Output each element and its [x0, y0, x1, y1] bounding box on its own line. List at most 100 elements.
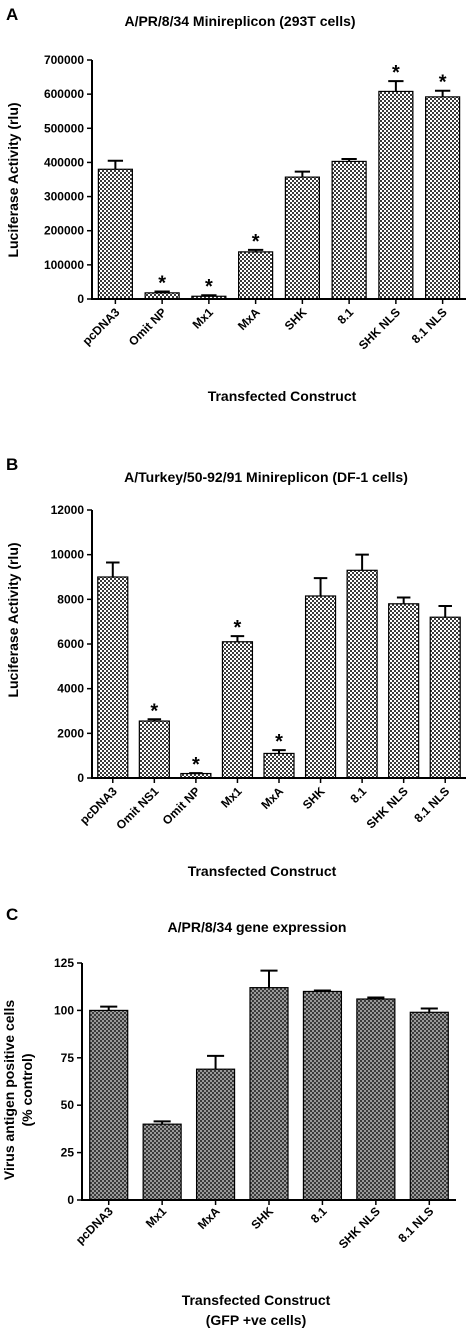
axes-a — [91, 60, 466, 300]
bar-b-5 — [304, 595, 337, 779]
plot-area-a: 0 100000 200000 300000 400000 500000 600000 700… — [44, 53, 466, 352]
bar-c-3 — [249, 987, 289, 1201]
error-bar-b-4 — [272, 749, 286, 754]
x-tick-label-a-5: 8.1 — [335, 305, 357, 327]
y-tick-label-c-1: 25 — [61, 1146, 75, 1160]
bar-a-3 — [238, 251, 274, 300]
y-tick-label-c-0: 0 — [67, 1193, 74, 1207]
bar-a-7 — [425, 96, 461, 300]
bar-b-3 — [221, 641, 254, 779]
x-tick-label-c-5: SHK NLS — [336, 1204, 383, 1251]
error-bar-b-8 — [438, 605, 452, 618]
bar-b-6 — [346, 569, 378, 779]
x-tick-label-c-3: SHK — [248, 1204, 276, 1232]
y-tick-label-c-2: 50 — [61, 1098, 75, 1112]
error-bar-b-7 — [396, 596, 411, 604]
significance-star-b-3: * — [234, 617, 242, 639]
error-bar-c-2 — [207, 1054, 225, 1070]
error-bar-c-4 — [313, 989, 331, 992]
x-tick-label-b-7: SHK NLS — [364, 784, 411, 831]
x-axis-label-c-line2: (GFP +ve cells) — [206, 1312, 307, 1328]
bar-a-5 — [331, 160, 367, 300]
x-tick-label-b-1: Omit NS1 — [113, 784, 161, 832]
error-bar-a-4 — [294, 170, 311, 178]
x-tick-label-b-6: 8.1 — [348, 784, 370, 806]
significance-star-a-7: * — [439, 72, 447, 94]
panel-letter-c: C — [6, 905, 18, 924]
y-tick-label-a-7: 700000 — [44, 53, 84, 67]
bar-b-0 — [97, 576, 129, 779]
x-axis-label-a: Transfected Construct — [208, 388, 357, 404]
bar-c-4 — [302, 990, 343, 1201]
significance-star-b-1: * — [150, 700, 158, 722]
y-tick-label-a-6: 600000 — [44, 87, 84, 101]
chart-title-a: A/PR/8/34 Minireplicon (293T cells) — [124, 13, 355, 29]
significance-star-a-6: * — [392, 62, 400, 84]
chart-title-c: A/PR/8/34 gene expression — [168, 919, 347, 935]
y-tick-label-a-0: 0 — [77, 292, 84, 306]
error-bar-a-6 — [388, 80, 404, 92]
significance-star-a-3: * — [252, 231, 260, 253]
y-tick-label-a-3: 300000 — [44, 190, 84, 204]
panel-c: C A/PR/8/34 gene expression Virus antige… — [1, 905, 456, 1328]
error-bar-b-3 — [230, 635, 245, 642]
y-tick-label-b-1: 2000 — [57, 726, 84, 740]
panel-letter-a: A — [6, 5, 18, 24]
bar-c-6 — [409, 1011, 449, 1201]
bar-c-0 — [89, 1009, 129, 1201]
y-tick-label-b-0: 0 — [77, 771, 84, 785]
x-tick-label-b-8: 8.1 NLS — [411, 784, 452, 825]
x-tick-label-b-4: MxA — [258, 784, 286, 812]
x-tick-label-b-0: pcDNA3 — [77, 784, 120, 827]
bar-b-8 — [429, 616, 461, 779]
bar-b-1 — [138, 720, 170, 779]
bar-a-6 — [378, 90, 414, 300]
x-tick-label-a-6: SHK NLS — [356, 305, 403, 352]
y-tick-label-a-4: 400000 — [44, 155, 84, 169]
x-axis-label-b: Transfected Construct — [188, 863, 337, 879]
error-bar-c-0 — [100, 1005, 118, 1011]
bar-b-4 — [263, 752, 295, 779]
error-bar-c-1 — [153, 1120, 171, 1125]
error-bar-c-3 — [260, 969, 278, 988]
bar-c-2 — [195, 1068, 236, 1201]
y-axis-label-c-line1: Virus antigen positive cells — [1, 1000, 17, 1180]
error-bar-a-5 — [341, 158, 357, 162]
y-tick-label-c-4: 100 — [54, 1003, 74, 1017]
x-tick-label-c-0: pcDNA3 — [73, 1204, 116, 1247]
significance-star-a-1: * — [158, 272, 166, 294]
panel-letter-b: B — [6, 455, 18, 474]
y-tick-label-b-3: 6000 — [57, 637, 84, 651]
plot-area-c: 0 25 50 75 100 125 pcDNA3 Mx1 MxA SHK 8.1 SHK NLS 8.… — [54, 956, 456, 1251]
y-tick-label-b-5: 10000 — [51, 548, 85, 562]
x-tick-label-c-4: 8.1 — [308, 1204, 330, 1226]
y-tick-label-a-5: 500000 — [44, 121, 84, 135]
y-tick-label-b-6: 12000 — [51, 503, 85, 517]
bar-a-0 — [97, 168, 133, 300]
x-tick-label-b-3: Mx1 — [218, 784, 245, 811]
axes-b — [91, 510, 466, 779]
y-tick-label-c-5: 125 — [54, 956, 74, 970]
error-bar-b-5 — [313, 577, 328, 596]
y-tick-label-b-2: 4000 — [57, 682, 84, 696]
axes-c — [81, 963, 456, 1201]
x-tick-label-a-1: Omit NP — [126, 305, 169, 348]
x-tick-label-a-3: MxA — [235, 305, 263, 333]
x-axis-label-c-line1: Transfected Construct — [182, 1292, 331, 1308]
y-axis-label-c-line2: (% control) — [19, 1053, 35, 1126]
chart-title-b: A/Turkey/50-92/91 Minireplicon (DF-1 cel… — [124, 469, 408, 485]
x-tick-label-c-6: 8.1 NLS — [395, 1204, 436, 1245]
x-tick-label-a-0: pcDNA3 — [80, 305, 123, 348]
significance-star-b-4: * — [275, 731, 283, 753]
x-tick-label-a-2: Mx1 — [190, 305, 217, 332]
panel-b: B A/Turkey/50-92/91 Minireplicon (DF-1 c… — [5, 455, 466, 879]
y-tick-label-c-3: 75 — [61, 1051, 75, 1065]
error-bar-b-1 — [147, 718, 162, 722]
error-bar-a-2 — [201, 294, 217, 297]
error-bar-b-0 — [106, 561, 120, 577]
error-bar-a-0 — [107, 159, 124, 170]
x-tick-label-a-4: SHK — [282, 305, 310, 333]
error-bar-b-6 — [355, 553, 369, 571]
y-tick-label-b-4: 8000 — [57, 592, 84, 606]
